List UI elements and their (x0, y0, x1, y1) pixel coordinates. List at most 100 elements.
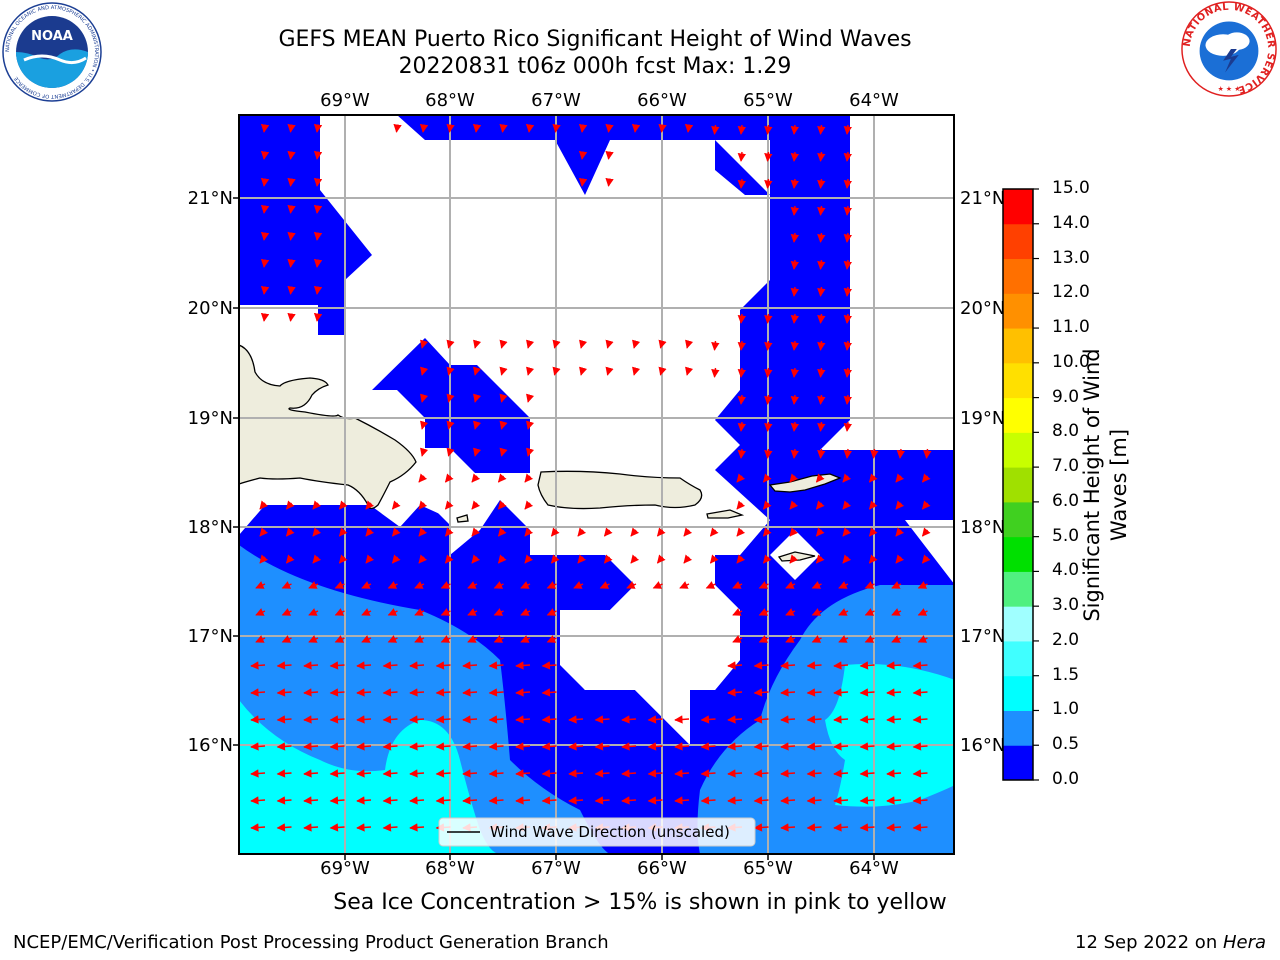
wind-wave-arrow (736, 500, 746, 510)
wind-wave-arrow (488, 742, 504, 751)
wind-wave-arrow (789, 527, 799, 537)
wind-wave-arrow (303, 715, 319, 724)
lat-label-right: 21°N (960, 188, 1005, 209)
wind-wave-arrow (843, 205, 853, 216)
wind-wave-arrow (764, 394, 773, 405)
wind-wave-arrow (811, 608, 822, 616)
wind-wave-arrow (276, 715, 292, 724)
noaa-logo: NATIONAL OCEANIC AND ATMOSPHERIC ADMINIS… (2, 2, 102, 102)
lon-label-bottom: 69°W (320, 858, 370, 879)
wind-wave-arrow (391, 554, 401, 564)
wind-wave-arrow (526, 420, 535, 430)
wind-wave-arrow (838, 608, 849, 616)
wind-wave-arrow (435, 742, 451, 751)
wind-wave-arrow (435, 688, 451, 697)
wind-wave-arrow (499, 366, 508, 376)
wind-wave-arrow (790, 340, 800, 351)
colorbar-segment (1003, 397, 1033, 433)
wind-wave-arrow (700, 715, 716, 724)
wind-wave-arrow (334, 635, 345, 643)
wind-wave-arrow (923, 448, 932, 459)
wind-wave-arrow (276, 688, 292, 697)
lon-label-top: 69°W (320, 90, 370, 111)
wind-wave-arrow (859, 742, 875, 751)
wind-wave-arrow (864, 608, 875, 616)
wind-wave-arrow (843, 394, 853, 405)
vieques-island (706, 509, 745, 519)
wind-wave-arrow (843, 178, 853, 189)
lon-label-bottom: 66°W (637, 858, 687, 879)
wind-wave-arrow (762, 554, 772, 564)
wind-wave-arrow (420, 366, 429, 376)
wind-wave-arrow (868, 527, 878, 537)
wind-wave-arrow (552, 366, 561, 376)
wind-wave-arrow (737, 340, 747, 351)
wind-wave-arrow (414, 635, 425, 643)
wind-wave-arrow (255, 581, 266, 589)
wind-wave-arrow (727, 742, 743, 751)
wind-wave-arrow (526, 447, 535, 457)
wind-wave-arrow (684, 123, 694, 133)
wind-wave-arrow (891, 608, 902, 616)
wind-wave-arrow (524, 500, 534, 510)
wind-wave-arrow (497, 500, 507, 510)
wind-wave-arrow (260, 204, 270, 214)
lon-label-top: 64°W (849, 90, 899, 111)
wind-wave-arrow (550, 554, 560, 564)
wind-wave-arrow (753, 661, 769, 670)
lat-label-right: 18°N (960, 517, 1005, 538)
wind-wave-arrow (833, 688, 849, 697)
wind-wave-arrow (790, 124, 800, 135)
wind-wave-arrow (488, 796, 504, 805)
wind-wave-arrow (895, 527, 905, 537)
wind-wave-arrow (579, 339, 588, 349)
wind-wave-arrow (250, 769, 266, 778)
wind-wave-arrow (276, 796, 292, 805)
wind-wave-arrow (864, 581, 875, 589)
wind-wave-arrow (303, 688, 319, 697)
wind-wave-arrow (276, 823, 292, 832)
wind-wave-arrow (568, 742, 584, 751)
wind-wave-arrow (790, 151, 800, 162)
wind-wave-arrow (790, 205, 800, 216)
wind-wave-arrow (440, 581, 451, 589)
wind-wave-arrow (806, 769, 822, 778)
wind-wave-arrow (579, 366, 588, 376)
wind-wave-arrow (250, 688, 266, 697)
wind-wave-arrow (473, 339, 482, 349)
wind-wave-arrow (260, 312, 270, 322)
wind-wave-arrow (817, 286, 826, 297)
wind-wave-arrow (833, 715, 849, 724)
colorbar-tick-label: 0.5 (1052, 734, 1080, 755)
wind-wave-arrow (753, 823, 769, 832)
wind-wave-arrow (886, 769, 902, 778)
colorbar (1003, 188, 1039, 781)
wind-wave-arrow (520, 635, 531, 643)
wind-wave-arrow (886, 688, 902, 697)
wind-wave-arrow (737, 448, 747, 459)
wind-wave-arrow (709, 527, 719, 537)
wind-wave-arrow (817, 124, 826, 135)
wind-wave-arrow (806, 688, 822, 697)
wind-wave-arrow (806, 823, 822, 832)
chart-title: GEFS MEAN Puerto Rico Significant Height… (278, 27, 912, 52)
wind-wave-arrow (577, 527, 587, 537)
wind-wave-arrow (313, 258, 323, 268)
wind-wave-arrow (541, 715, 557, 724)
wind-wave-arrow (737, 313, 747, 324)
wind-wave-arrow (462, 661, 478, 670)
wind-wave-arrow (541, 796, 557, 805)
wind-wave-arrow (912, 715, 928, 724)
colorbar-tick-label: 6.0 (1052, 490, 1080, 511)
wind-wave-arrow (737, 394, 747, 405)
sea-ice-caption: Sea Ice Concentration > 15% is shown in … (333, 890, 947, 915)
wind-wave-arrow (526, 339, 535, 349)
lat-label-left: 20°N (188, 298, 233, 319)
wind-wave-arrow (790, 367, 800, 378)
wind-wave-arrow (806, 796, 822, 805)
wind-wave-arrow (658, 366, 667, 376)
map-frame (238, 114, 955, 855)
lat-label-left: 17°N (188, 626, 233, 647)
wind-wave-arrow (732, 581, 743, 589)
wind-wave-arrow (471, 473, 481, 483)
